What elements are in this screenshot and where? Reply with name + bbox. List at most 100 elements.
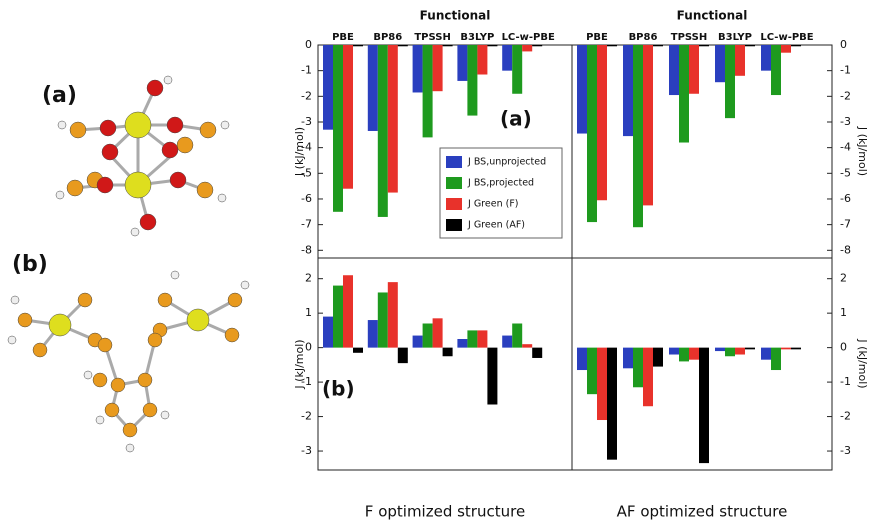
bar	[522, 45, 533, 52]
panel-label: (b)	[322, 377, 355, 401]
y-tick-label: -6	[840, 192, 851, 205]
y-tick-label: -5	[301, 166, 312, 179]
y-tick-label: -7	[840, 218, 851, 231]
x-tick-label: PBE	[586, 32, 608, 43]
bar	[367, 320, 378, 348]
bar	[781, 45, 791, 53]
bar	[771, 347, 781, 371]
bar	[791, 347, 801, 350]
bar	[745, 347, 755, 350]
bar	[467, 330, 478, 348]
panel-label: (a)	[500, 107, 532, 131]
y-tick-label: -8	[301, 243, 312, 256]
bar	[689, 347, 699, 360]
bar	[512, 323, 523, 348]
bar	[377, 45, 388, 217]
y-tick-label: -7	[301, 218, 312, 231]
x-tick-label: B3LYP	[460, 32, 494, 43]
bar	[577, 347, 587, 371]
bar	[502, 45, 513, 71]
bar	[467, 45, 478, 116]
y-tick-label: -2	[840, 410, 851, 423]
bar	[597, 347, 607, 421]
bar	[397, 347, 408, 364]
panel-frame	[571, 257, 833, 471]
y-tick-label: 2	[840, 272, 847, 285]
bar	[669, 45, 679, 96]
x-tick-label: B3LYP	[718, 32, 752, 43]
bar	[333, 285, 343, 348]
x-tick-label: PBE	[332, 32, 354, 43]
x-axis-label: Functional	[677, 9, 748, 23]
bar	[699, 347, 709, 464]
bar	[653, 347, 663, 367]
bar	[597, 45, 607, 201]
x-tick-label: LC-w-PBE	[502, 32, 555, 43]
x-tick-label: BP86	[629, 32, 658, 43]
bar	[689, 45, 699, 94]
bar	[715, 45, 725, 83]
bar	[771, 45, 781, 96]
bar	[387, 282, 398, 348]
legend-label: J Green (AF)	[467, 220, 525, 231]
y-tick-label: -4	[301, 141, 312, 154]
y-tick-label: -1	[301, 375, 312, 388]
bar	[323, 45, 333, 130]
y-tick-label: 0	[305, 341, 312, 354]
bar	[633, 347, 643, 388]
bar	[679, 347, 689, 362]
bar	[735, 347, 745, 355]
x-tick-label: LC-w-PBE	[760, 32, 813, 43]
bar	[343, 45, 353, 189]
bar	[761, 347, 771, 360]
bar	[487, 347, 498, 405]
legend-label: J BS,projected	[467, 178, 534, 189]
bar	[532, 45, 543, 47]
bar	[633, 45, 643, 228]
bar	[442, 347, 453, 357]
bar	[412, 45, 423, 93]
bar	[745, 45, 755, 47]
bar	[725, 45, 735, 119]
bar	[532, 347, 543, 358]
bar	[432, 45, 443, 92]
y-tick-label: -3	[840, 115, 851, 128]
y-tick-label: -1	[840, 64, 851, 77]
bar	[457, 339, 468, 348]
bar	[679, 45, 689, 143]
bar	[343, 275, 353, 348]
legend-label: J BS,unprojected	[467, 157, 546, 168]
y-tick-label: -1	[301, 64, 312, 77]
x-tick-label: TPSSH	[671, 32, 707, 43]
bar	[577, 45, 587, 134]
bar	[735, 45, 745, 76]
bar	[397, 45, 408, 47]
structure-label: (a)	[42, 83, 77, 108]
x-tick-label: TPSSH	[414, 32, 450, 43]
structure-label: (b)	[12, 252, 48, 277]
y-axis-label: J (kJ/mol)	[856, 126, 869, 176]
legend-swatch	[446, 219, 462, 231]
y-tick-label: 1	[840, 306, 847, 319]
bar	[761, 45, 771, 71]
bar	[422, 323, 433, 348]
bar	[412, 335, 423, 348]
y-tick-label: -6	[301, 192, 312, 205]
molecule-a-atoms	[55, 75, 230, 237]
molecule-b-atoms	[7, 270, 250, 453]
bar	[477, 330, 488, 348]
y-tick-label: -5	[840, 166, 851, 179]
bar	[432, 318, 443, 348]
x-axis-label: AF optimized structure	[617, 503, 788, 521]
y-axis-label: J (kJ/mol)	[293, 339, 306, 389]
y-tick-label: 0	[840, 341, 847, 354]
legend-swatch	[446, 198, 462, 210]
y-tick-label: -4	[840, 141, 851, 154]
bar	[623, 347, 633, 369]
bar	[607, 45, 617, 47]
bar	[643, 45, 653, 206]
y-tick-label: -8	[840, 243, 851, 256]
bar	[442, 45, 453, 47]
bar	[725, 347, 735, 357]
y-tick-label: -2	[840, 89, 851, 102]
